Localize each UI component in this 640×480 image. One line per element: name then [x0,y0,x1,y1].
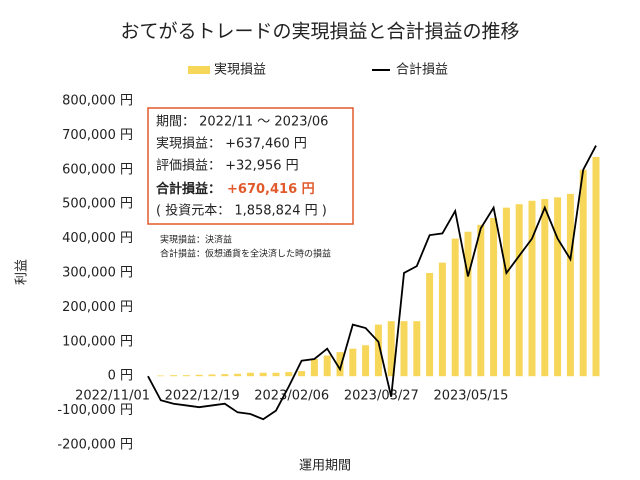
bar [566,193,574,377]
bar [451,238,459,377]
bar [157,375,165,377]
y-tick-label: 400,000 円 [62,231,133,246]
bar [592,156,600,377]
bar [170,375,178,377]
y-tick-label: 200,000 円 [62,300,133,315]
x-axis-label: 運用期間 [299,459,351,474]
bar [182,375,190,377]
info-box: 期間： 2022/11 ～ 2023/06 実現損益： +637,460 円 評… [147,107,354,225]
bar [387,321,395,377]
bar [515,204,523,377]
bar [221,374,229,377]
x-tick-label: 2022/11/01 [75,389,150,404]
bar [298,371,306,377]
bar [490,217,498,377]
bar [362,345,370,377]
bar [400,321,408,377]
bar [554,197,562,377]
y-tick-label: 800,000 円 [62,94,133,109]
x-tick-label: 2023/05/15 [433,389,508,404]
y-tick-label: -200,000 円 [57,438,133,453]
bar [336,352,344,377]
y-tick-label: 100,000 円 [62,334,133,349]
bar [259,372,267,377]
bar [426,273,434,377]
info-unrealized: 評価損益： +32,956 円 [156,159,299,174]
line [147,145,597,421]
bar [438,262,446,377]
x-tick-label: 2022/12/19 [165,389,240,404]
info-realized: 実現損益： +637,460 円 [156,136,307,152]
y-axis-label: 利益 [15,259,30,285]
legend-label: 合計損益 [396,62,448,78]
x-tick-label: 2023/02/06 [254,389,329,404]
bar [349,348,357,377]
bar [528,200,536,377]
bar [579,169,587,377]
y-tick-label: 300,000 円 [62,266,133,281]
bar [208,374,216,377]
bar [541,199,549,377]
info-period: 期間： 2022/11 ～ 2023/06 [156,115,328,130]
info-total-value: +670,416 円 [227,182,315,197]
bar [374,324,382,377]
chart-title: おてがるトレードの実現損益と合計損益の推移 [120,21,519,43]
bar [246,372,254,377]
note: 実現損益：決済益 [160,234,232,246]
legend-label: 実現損益 [214,62,266,78]
bar [502,207,510,377]
bar [413,321,421,377]
legend: 実現損益 合計損益 [188,62,448,78]
bar [477,224,485,377]
y-tick-label: -100,000 円 [57,403,133,418]
y-tick-label: 500,000 円 [62,197,133,212]
info-box-frame [147,107,354,225]
x-tick-label: 2023/03/27 [344,389,419,404]
bar [195,374,203,377]
info-total-label: 合計損益： [156,181,221,197]
bar [234,373,242,377]
y-tick-label: 700,000 円 [62,128,133,143]
bar [310,359,318,377]
note: 合計損益：仮想通貨を全決済した時の損益 [160,248,331,260]
bar [323,355,331,377]
legend-swatch [188,66,210,74]
bar [285,372,293,377]
y-tick-label: 600,000 円 [62,162,133,177]
info-principal: ( 投資元本： 1,858,824 円 ) [156,203,327,219]
info-total: 合計損益： +670,416 円 [156,181,315,197]
y-tick-label: 0 円 [108,369,133,384]
bar [464,231,472,377]
bar [272,372,280,377]
